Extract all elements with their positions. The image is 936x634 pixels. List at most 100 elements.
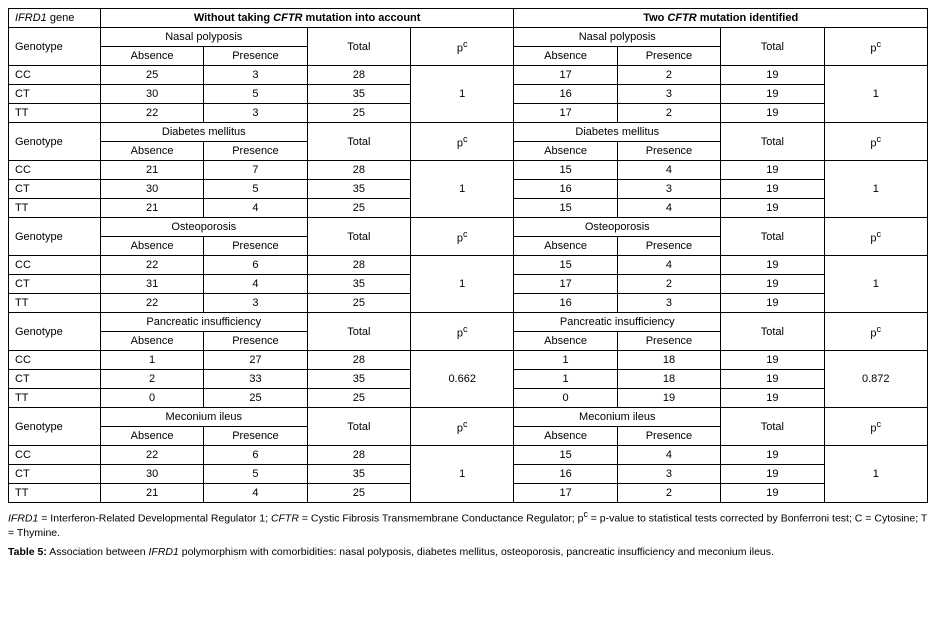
presence-label: Presence: [617, 47, 720, 66]
absence-label: Absence: [514, 47, 617, 66]
total-label: Total: [307, 408, 410, 446]
pval-value: 1: [411, 465, 514, 484]
pval-cell: [411, 199, 514, 218]
absence-value: 31: [100, 275, 203, 294]
total-value: 25: [307, 484, 410, 503]
header-without: Without taking CFTR mutation into accoun…: [100, 9, 514, 28]
genotype-value: CT: [9, 85, 101, 104]
section-name-left: Osteoporosis: [100, 218, 307, 237]
total-value: 28: [307, 161, 410, 180]
total-value: 19: [721, 104, 824, 123]
absence-label: Absence: [100, 237, 203, 256]
total-value: 19: [721, 465, 824, 484]
total-label: Total: [721, 123, 824, 161]
total-value: 25: [307, 389, 410, 408]
total-value: 28: [307, 351, 410, 370]
absence-value: 16: [514, 294, 617, 313]
presence-label: Presence: [204, 332, 307, 351]
presence-label: Presence: [204, 427, 307, 446]
presence-label: Presence: [617, 237, 720, 256]
total-value: 19: [721, 85, 824, 104]
presence-value: 3: [204, 66, 307, 85]
presence-value: 2: [617, 484, 720, 503]
pc-label: pc: [824, 28, 927, 66]
footnote: IFRD1 = Interferon-Related Developmental…: [8, 509, 928, 540]
total-value: 19: [721, 180, 824, 199]
total-label: Total: [721, 28, 824, 66]
genotype-value: CC: [9, 66, 101, 85]
presence-value: 2: [617, 104, 720, 123]
total-value: 19: [721, 161, 824, 180]
section-name-left: Pancreatic insufficiency: [100, 313, 307, 332]
genotype-value: TT: [9, 199, 101, 218]
pc-label: pc: [411, 313, 514, 351]
total-value: 35: [307, 370, 410, 389]
total-value: 35: [307, 275, 410, 294]
absence-value: 21: [100, 484, 203, 503]
absence-value: 30: [100, 85, 203, 104]
pval-value: 1: [824, 180, 927, 199]
section-name-right: Osteoporosis: [514, 218, 721, 237]
presence-label: Presence: [204, 237, 307, 256]
absence-label: Absence: [514, 332, 617, 351]
absence-value: 2: [100, 370, 203, 389]
genotype-value: CC: [9, 256, 101, 275]
presence-value: 27: [204, 351, 307, 370]
absence-value: 17: [514, 484, 617, 503]
pval-cell: [824, 389, 927, 408]
presence-value: 7: [204, 161, 307, 180]
pval-cell: [411, 446, 514, 465]
pval-cell: [411, 294, 514, 313]
presence-label: Presence: [617, 142, 720, 161]
pval-value: 1: [824, 85, 927, 104]
presence-value: 6: [204, 446, 307, 465]
section-name-right: Diabetes mellitus: [514, 123, 721, 142]
genotype-label: Genotype: [9, 408, 101, 446]
absence-label: Absence: [100, 142, 203, 161]
presence-value: 4: [204, 484, 307, 503]
pc-label: pc: [411, 28, 514, 66]
total-value: 19: [721, 294, 824, 313]
pval-cell: [824, 66, 927, 85]
presence-value: 2: [617, 66, 720, 85]
presence-value: 4: [204, 275, 307, 294]
pc-label: pc: [411, 123, 514, 161]
total-value: 35: [307, 180, 410, 199]
presence-value: 18: [617, 370, 720, 389]
genotype-label: Genotype: [9, 28, 101, 66]
presence-value: 3: [617, 180, 720, 199]
total-label: Total: [307, 218, 410, 256]
presence-label: Presence: [204, 47, 307, 66]
genotype-value: CC: [9, 351, 101, 370]
absence-value: 21: [100, 199, 203, 218]
presence-value: 3: [204, 104, 307, 123]
total-label: Total: [721, 408, 824, 446]
pval-cell: [824, 351, 927, 370]
presence-value: 3: [617, 294, 720, 313]
pval-cell: [411, 256, 514, 275]
total-value: 19: [721, 275, 824, 294]
total-value: 25: [307, 104, 410, 123]
header-two: Two CFTR mutation identified: [514, 9, 928, 28]
absence-value: 30: [100, 180, 203, 199]
pval-cell: [824, 446, 927, 465]
total-value: 25: [307, 199, 410, 218]
absence-value: 17: [514, 66, 617, 85]
absence-label: Absence: [100, 332, 203, 351]
genotype-value: CC: [9, 446, 101, 465]
pval-value: 1: [411, 275, 514, 294]
absence-value: 15: [514, 199, 617, 218]
pval-cell: [824, 161, 927, 180]
absence-value: 22: [100, 104, 203, 123]
absence-value: 0: [514, 389, 617, 408]
absence-value: 15: [514, 446, 617, 465]
total-label: Total: [721, 218, 824, 256]
genotype-value: CT: [9, 275, 101, 294]
absence-label: Absence: [100, 47, 203, 66]
total-label: Total: [307, 28, 410, 66]
section-name-left: Diabetes mellitus: [100, 123, 307, 142]
total-value: 19: [721, 66, 824, 85]
absence-label: Absence: [100, 427, 203, 446]
pval-value: 0.872: [824, 370, 927, 389]
genotype-label: Genotype: [9, 218, 101, 256]
